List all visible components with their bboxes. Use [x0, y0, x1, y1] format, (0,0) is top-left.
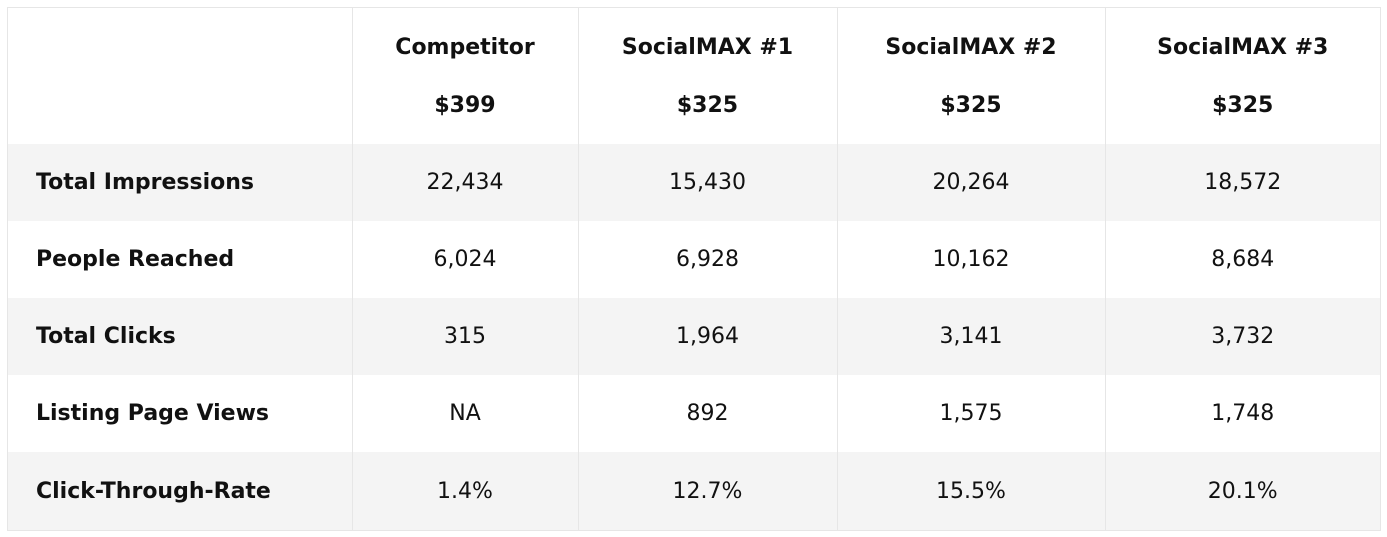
- table-cell: 15.5%: [837, 452, 1106, 530]
- table-cell: 20.1%: [1105, 452, 1380, 530]
- table-row: People Reached 6,024 6,928 10,162 8,684: [8, 221, 1380, 298]
- column-price: $325: [1212, 93, 1274, 118]
- header-cell-competitor: Competitor $399: [352, 8, 579, 144]
- table-cell: 1,748: [1211, 401, 1275, 426]
- header-row: Competitor $399 SocialMAX #1 $325 Social…: [8, 8, 1380, 144]
- table-cell: 892: [578, 375, 838, 452]
- table-cell: 8,684: [1211, 247, 1275, 272]
- table-cell: 18,572: [1105, 144, 1380, 221]
- column-price: $399: [434, 93, 496, 118]
- table-cell: 20,264: [837, 144, 1106, 221]
- table-cell: 3,141: [837, 298, 1106, 375]
- comparison-table: Competitor $399 SocialMAX #1 $325 Social…: [8, 8, 1380, 530]
- table-cell: 22,434: [352, 144, 579, 221]
- table-row: Total Impressions 22,434 15,430 20,264 1…: [8, 144, 1380, 221]
- header-cell-socialmax-1: SocialMAX #1 $325: [578, 8, 838, 144]
- column-name: Competitor: [395, 35, 535, 60]
- table-cell: 15,430: [578, 144, 838, 221]
- table-cell: 6,024: [352, 221, 579, 298]
- header-cell-socialmax-3: SocialMAX #3 $325: [1105, 8, 1380, 144]
- row-label: Listing Page Views: [8, 375, 353, 452]
- table-row: Total Clicks 315 1,964 3,141 3,732: [8, 298, 1380, 375]
- table-header: Competitor $399 SocialMAX #1 $325 Social…: [8, 8, 1380, 144]
- column-name: SocialMAX #1: [621, 35, 794, 60]
- row-label: People Reached: [8, 221, 353, 298]
- table-cell: 6,928: [578, 221, 838, 298]
- row-label: Click-Through-Rate: [8, 452, 353, 530]
- column-price: $325: [676, 93, 739, 118]
- table-row: Click-Through-Rate 1.4% 12.7% 15.5% 20.1…: [8, 452, 1380, 530]
- table-cell: 1,575: [837, 375, 1106, 452]
- table-cell: 315: [352, 298, 579, 375]
- table-body: Total Impressions 22,434 15,430 20,264 1…: [8, 144, 1380, 530]
- header-empty-cell: [8, 8, 353, 144]
- column-name: SocialMAX #3: [1157, 35, 1329, 60]
- table-row: Listing Page Views NA 892 1,575 1,748: [8, 375, 1380, 452]
- comparison-table-container: Competitor $399 SocialMAX #1 $325 Social…: [7, 7, 1381, 531]
- column-name: SocialMAX #2: [885, 35, 1057, 60]
- row-label: Total Clicks: [8, 298, 353, 375]
- table-cell: 12.7%: [578, 452, 838, 530]
- table-cell: NA: [352, 375, 579, 452]
- row-label: Total Impressions: [8, 144, 353, 221]
- column-price: $325: [940, 93, 1002, 118]
- table-cell: 1,964: [578, 298, 838, 375]
- table-cell: 3,732: [1105, 298, 1380, 375]
- table-cell: 1.4%: [352, 452, 579, 530]
- header-cell-socialmax-2: SocialMAX #2 $325: [837, 8, 1106, 144]
- table-cell: 10,162: [837, 221, 1106, 298]
